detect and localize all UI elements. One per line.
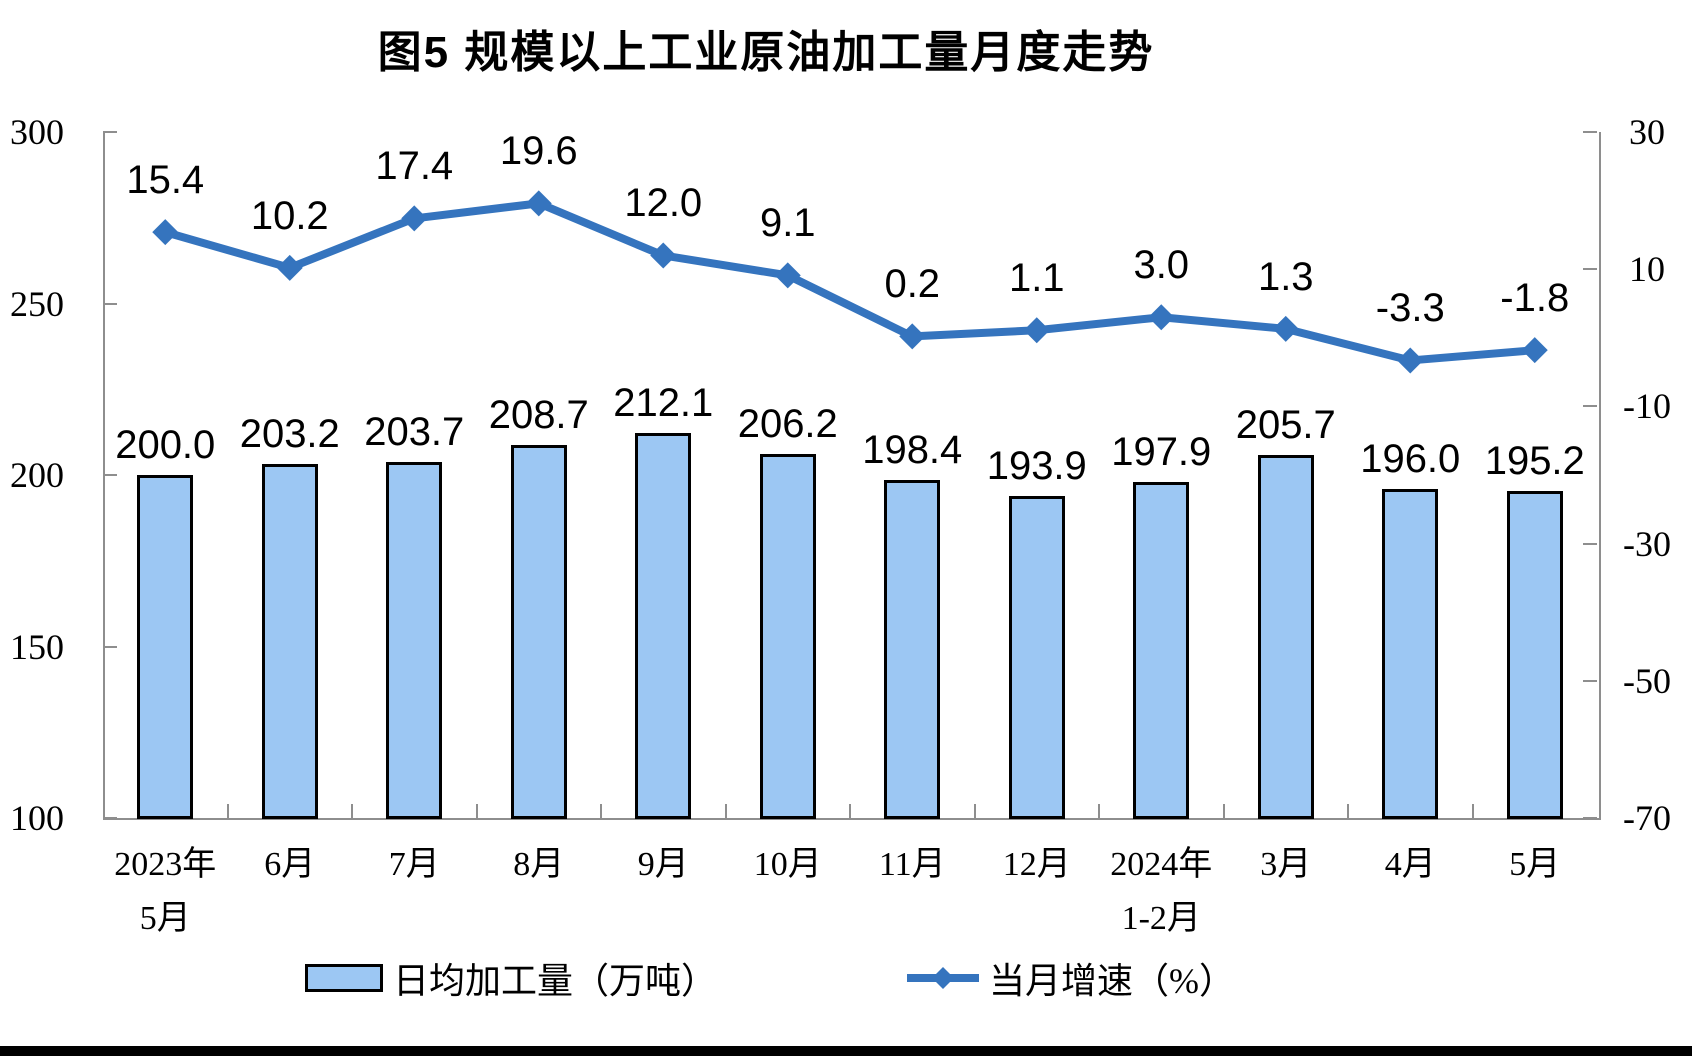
x-axis-label: 9月 — [637, 846, 689, 883]
left-axis-tick-label: 300 — [10, 112, 64, 152]
bar — [1506, 491, 1563, 819]
left-axis-tick — [103, 131, 117, 133]
line-value-label: 0.2 — [884, 262, 941, 307]
bottom-border — [0, 1046, 1692, 1056]
bar-value-label: 196.0 — [1360, 436, 1461, 481]
x-axis-label: 11月 — [878, 846, 946, 883]
line-value-label: 19.6 — [499, 129, 578, 174]
right-axis-tick-label: 30 — [1629, 112, 1665, 152]
line-value-label: 9.1 — [759, 201, 816, 246]
right-axis-tick — [1583, 679, 1597, 682]
x-axis-tick — [973, 804, 976, 818]
x-axis-label: 4月 — [1384, 846, 1436, 883]
x-axis-label: 10月 — [753, 846, 822, 883]
legend-label-line: 当月增速（%） — [989, 961, 1235, 1001]
line-swatch-icon — [907, 964, 979, 992]
x-axis-label: 12月 — [1002, 846, 1071, 883]
bar-value-label: 200.0 — [115, 423, 216, 467]
x-axis-label: 8月 — [513, 846, 565, 883]
x-axis-label: 3月 — [1260, 846, 1312, 883]
right-axis-tick — [1583, 542, 1597, 545]
line-value-label: -3.3 — [1375, 286, 1445, 331]
bar-value-label: 203.2 — [239, 412, 340, 457]
bar — [261, 464, 318, 819]
bar-value-label: 193.9 — [986, 443, 1087, 488]
right-axis-tick — [1583, 817, 1597, 819]
line-value-label: 1.3 — [1257, 254, 1314, 299]
bar-swatch-icon — [304, 964, 383, 992]
right-axis-tick-label: -70 — [1623, 798, 1671, 838]
line-swatch-glyph — [907, 967, 979, 989]
right-axis-tick-label: -50 — [1623, 660, 1671, 701]
bar — [884, 480, 941, 819]
legend-item-line: 当月增速（%） — [907, 952, 1235, 1004]
x-axis-label: 7月 — [388, 846, 440, 883]
right-axis-tick-label: 10 — [1629, 249, 1665, 290]
bar-value-label: 195.2 — [1484, 439, 1585, 484]
x-axis-label: 5月 — [1509, 846, 1561, 883]
line-value-label: 12.0 — [624, 181, 703, 226]
bar-value-label: 208.7 — [488, 393, 589, 438]
bar-value-label: 206.2 — [737, 401, 838, 446]
bar-value-label: 212.1 — [613, 381, 714, 426]
right-axis-tick — [1583, 405, 1597, 408]
right-axis-tick-label: -10 — [1623, 386, 1671, 427]
bar-value-label: 198.4 — [862, 428, 963, 473]
line-value-label: 15.4 — [126, 158, 205, 203]
legend: 日均加工量（万吨） 当月增速（%） — [0, 952, 1616, 1004]
right-axis-tick-label: -30 — [1623, 523, 1671, 564]
left-axis-tick-label: 150 — [10, 626, 64, 667]
right-axis-tick — [1583, 131, 1597, 133]
legend-label-bar: 日均加工量（万吨） — [392, 961, 717, 1001]
x-axis-tick — [1471, 804, 1474, 818]
bar — [759, 453, 816, 819]
diamond-markers — [152, 190, 1548, 374]
chart-title: 图5 规模以上工业原油加工量月度走势 — [377, 28, 1155, 77]
growth-line-series — [152, 190, 1548, 374]
x-axis-tick — [724, 804, 727, 818]
bar-value-label: 205.7 — [1235, 403, 1336, 448]
bar — [1257, 455, 1314, 819]
x-axis-tick — [226, 804, 229, 818]
x-axis-label: 2023年 5月 — [114, 846, 217, 937]
x-axis-tick — [475, 804, 478, 818]
x-axis-tick — [1347, 804, 1349, 818]
bar — [635, 433, 692, 819]
line-value-label: 3.0 — [1133, 243, 1190, 288]
bar — [386, 462, 443, 819]
right-axis-tick — [1583, 268, 1597, 271]
left-axis-tick-label: 100 — [10, 798, 64, 838]
bar — [1133, 482, 1190, 819]
left-axis-tick — [103, 474, 117, 476]
x-axis-label: 2024年 1-2月 — [1110, 846, 1213, 937]
bar-value-label: 203.7 — [364, 410, 465, 455]
line-value-label: 1.1 — [1008, 256, 1065, 301]
left-axis-tick-label: 200 — [10, 455, 64, 495]
line-value-label: 10.2 — [250, 193, 329, 238]
x-axis-tick — [351, 804, 353, 818]
bar — [137, 475, 194, 819]
legend-item-bar: 日均加工量（万吨） — [304, 952, 717, 1004]
x-axis-tick — [1098, 804, 1100, 818]
x-axis-tick — [600, 804, 602, 818]
left-axis-tick — [103, 302, 117, 305]
bar — [1382, 488, 1439, 819]
x-axis-label: 6月 — [264, 846, 316, 883]
bar — [1008, 495, 1065, 819]
left-axis-tick — [103, 817, 117, 819]
x-axis-tick — [1222, 804, 1225, 818]
left-axis-tick-label: 250 — [10, 283, 64, 324]
bar-value-label: 197.9 — [1111, 430, 1212, 475]
x-axis-tick — [849, 804, 851, 818]
line-value-label: -1.8 — [1500, 276, 1570, 321]
bar — [510, 445, 567, 819]
growth-line — [161, 199, 1539, 365]
plot-area — [103, 132, 1601, 820]
left-axis-tick — [103, 645, 117, 648]
line-value-label: 17.4 — [375, 144, 454, 189]
